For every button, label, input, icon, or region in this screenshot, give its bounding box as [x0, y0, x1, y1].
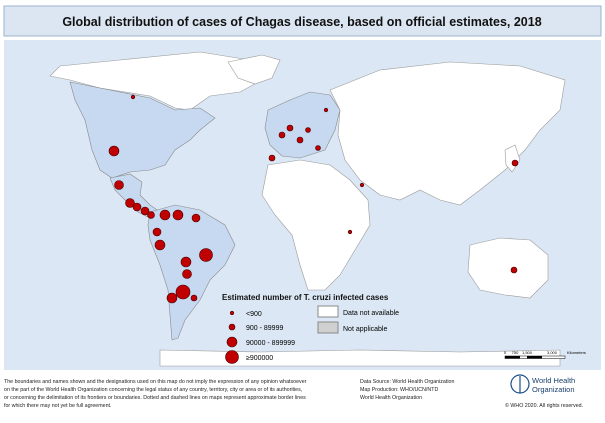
greenland [227, 54, 281, 85]
marker [159, 209, 171, 221]
scale-unit: Kilometers [567, 350, 586, 355]
legend-label: Data not available [343, 310, 399, 317]
marker [114, 180, 124, 190]
case-markers [108, 94, 519, 304]
marker [154, 239, 166, 251]
logo-text: Organization [532, 385, 575, 394]
marker [347, 229, 353, 235]
marker [199, 248, 213, 262]
marker [108, 145, 120, 157]
marker [511, 159, 519, 167]
legend-label: 90000 - 899999 [246, 340, 295, 347]
scale-label: 0 [504, 350, 507, 355]
marker [191, 213, 201, 223]
credit-line: Map Production: WHO/UCN/NTD [360, 387, 438, 393]
marker [132, 202, 142, 212]
legend-label: 900 - 89999 [246, 325, 283, 332]
scale-bar-segment [527, 356, 542, 359]
marker [510, 266, 518, 274]
marker [323, 107, 329, 113]
marker [130, 94, 136, 100]
marker [152, 227, 162, 237]
marker [166, 292, 178, 304]
marker [182, 269, 192, 279]
marker [175, 284, 191, 300]
legend-label: ≥900000 [246, 355, 273, 362]
scale-bar: 0 750 1,500 3,000 Kilometers [504, 350, 586, 359]
marker [305, 127, 311, 133]
scale-label: 750 [512, 350, 519, 355]
title-bar [3, 5, 602, 37]
asia [329, 61, 566, 206]
logo-text: World Health [532, 376, 575, 385]
who-logo: World Health Organization [510, 374, 575, 394]
marker [286, 124, 294, 132]
antarctica [159, 349, 561, 367]
disclaimer-line: on the part of the World Health Organiza… [4, 387, 302, 393]
legend-marker [229, 310, 235, 316]
legend-marker [226, 336, 238, 348]
marker [278, 131, 286, 139]
marker [140, 206, 150, 216]
map-title: Global distribution of cases of Chagas d… [62, 15, 541, 29]
marker [172, 209, 184, 221]
africa [261, 159, 371, 291]
disclaimer-line: The boundaries and names shown and the d… [4, 379, 307, 385]
legend-label: Not applicable [343, 326, 387, 333]
marker [147, 211, 155, 219]
scale-bar-segment [505, 356, 520, 359]
disclaimer-line: for which there may not yet be full agre… [4, 403, 111, 409]
legend-marker [225, 350, 239, 364]
credit-line: Data Source: World Health Organization [360, 379, 454, 385]
landmasses [49, 51, 566, 367]
legend-swatch [317, 321, 339, 334]
disclaimer-line: or concerning the delimitation of its fr… [4, 395, 306, 401]
marker [190, 294, 198, 302]
marker [315, 145, 321, 151]
legend-swatch [317, 305, 339, 318]
marker [268, 154, 276, 162]
north-america [69, 81, 216, 179]
australia [467, 237, 549, 299]
marker [180, 256, 192, 268]
marker [359, 182, 365, 188]
credit-line: World Health Organization [360, 395, 422, 401]
europe [264, 91, 341, 159]
marker [296, 136, 304, 144]
legend: Estimated number of T. cruzi infected ca… [222, 293, 399, 364]
copyright: © WHO 2020. All rights reserved. [505, 402, 583, 409]
legend-title: Estimated number of T. cruzi infected ca… [222, 293, 389, 302]
scale-label: 1,500 [522, 350, 533, 355]
scale-label: 3,000 [547, 350, 558, 355]
marker [125, 198, 135, 208]
legend-marker [228, 323, 236, 331]
legend-label: <900 [246, 311, 262, 318]
